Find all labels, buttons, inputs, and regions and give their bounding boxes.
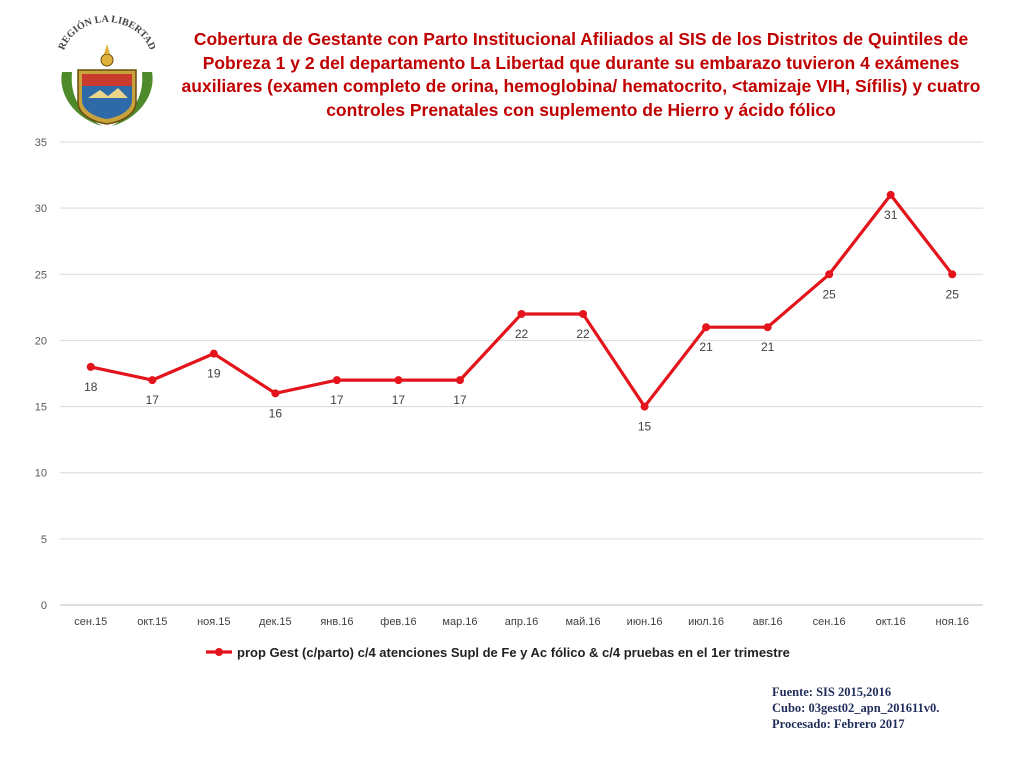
data-point: [640, 402, 649, 411]
x-tick-label: авг.16: [753, 616, 783, 628]
data-label: 17: [330, 393, 344, 407]
data-label: 22: [515, 327, 529, 341]
data-point: [517, 309, 526, 318]
data-point: [148, 376, 157, 385]
x-tick-label: фев.16: [380, 616, 416, 628]
x-tick-label: июн.16: [627, 616, 663, 628]
x-tick-label: дек.15: [259, 616, 292, 628]
data-point: [886, 190, 895, 199]
data-label: 17: [146, 393, 160, 407]
data-label: 31: [884, 208, 898, 222]
x-tick-label: сен.15: [74, 616, 107, 628]
data-point: [332, 376, 341, 385]
data-label: 17: [453, 393, 467, 407]
chart-title: Cobertura de Gestante con Parto Instituc…: [181, 29, 981, 120]
x-tick-label: апр.16: [505, 616, 538, 628]
data-point: [702, 323, 711, 332]
data-point: [825, 270, 834, 279]
data-point: [455, 376, 464, 385]
y-tick-label: 10: [35, 468, 47, 480]
data-label: 15: [638, 420, 652, 434]
data-point: [579, 309, 588, 318]
data-label: 21: [699, 340, 713, 354]
x-tick-label: ноя.16: [936, 616, 969, 628]
data-point: [763, 323, 772, 332]
x-tick-label: окт.15: [137, 616, 167, 628]
x-tick-label: ноя.15: [197, 616, 230, 628]
data-label: 17: [392, 393, 406, 407]
y-tick-label: 15: [35, 402, 47, 414]
data-point: [394, 376, 403, 385]
data-label: 16: [269, 406, 283, 420]
x-tick-label: июл.16: [688, 616, 724, 628]
x-tick-label: сен.16: [813, 616, 846, 628]
data-point: [271, 389, 280, 398]
processed-line: Procesado: Febrero 2017: [772, 717, 905, 731]
regional-coat-of-arms-icon: REGIÓN LA LIBERTAD: [56, 14, 158, 126]
x-tick-label: май.16: [565, 616, 600, 628]
cube-line: Cubo: 03gest02_apn_201611v0.: [772, 701, 940, 715]
x-tick-label: мар.16: [442, 616, 477, 628]
data-label: 18: [84, 380, 98, 394]
y-tick-label: 35: [35, 137, 47, 149]
data-label: 22: [576, 327, 590, 341]
data-label: 25: [822, 287, 836, 301]
source-note: Fuente: SIS 2015,2016 Cubo: 03gest02_apn…: [772, 684, 939, 732]
y-tick-label: 25: [35, 269, 47, 281]
data-label: 19: [207, 367, 221, 381]
legend-entry: prop Gest (c/parto) c/4 atenciones Supl …: [237, 645, 790, 660]
data-label: 25: [946, 287, 960, 301]
source-line: Fuente: SIS 2015,2016: [772, 685, 892, 699]
y-tick-label: 20: [35, 335, 47, 347]
x-tick-label: янв.16: [320, 616, 353, 628]
y-tick-label: 0: [41, 600, 47, 612]
legend: prop Gest (c/parto) c/4 atenciones Supl …: [206, 645, 790, 660]
data-point: [86, 362, 95, 371]
x-tick-label: окт.16: [876, 616, 906, 628]
y-tick-label: 5: [41, 534, 47, 546]
data-point: [209, 349, 218, 358]
data-label: 21: [761, 340, 775, 354]
y-tick-label: 30: [35, 203, 47, 215]
data-point: [948, 270, 957, 279]
legend-marker: [215, 648, 223, 656]
